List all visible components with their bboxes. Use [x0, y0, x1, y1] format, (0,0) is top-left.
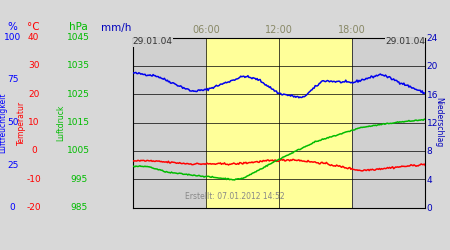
Text: 1035: 1035 [67, 61, 90, 70]
Text: 1005: 1005 [67, 146, 90, 155]
Text: hPa: hPa [69, 22, 88, 32]
Text: 20: 20 [28, 90, 40, 99]
Text: Erstellt: 07.01.2012 14:52: Erstellt: 07.01.2012 14:52 [185, 192, 285, 201]
Text: 50: 50 [7, 118, 18, 127]
Text: 995: 995 [70, 175, 87, 184]
Text: 100: 100 [4, 33, 21, 42]
Text: -10: -10 [27, 175, 41, 184]
Text: 25: 25 [7, 160, 18, 170]
Text: 29.01.04: 29.01.04 [133, 38, 173, 46]
Text: Niederschlag: Niederschlag [434, 97, 443, 148]
Text: °C: °C [27, 22, 40, 32]
Text: 10: 10 [28, 118, 40, 127]
Text: Luftdruck: Luftdruck [56, 104, 65, 141]
Text: 985: 985 [70, 203, 87, 212]
Text: Temperatur: Temperatur [17, 100, 26, 144]
Text: 29.01.04: 29.01.04 [385, 38, 425, 46]
Text: 40: 40 [28, 33, 40, 42]
Text: 0: 0 [10, 203, 15, 212]
Bar [206, 38, 279, 207]
Text: 0: 0 [31, 146, 36, 155]
Text: 1015: 1015 [67, 118, 90, 127]
Text: Luftfeuchtigkeit: Luftfeuchtigkeit [0, 92, 7, 153]
Text: 1045: 1045 [68, 33, 90, 42]
Text: 30: 30 [28, 61, 40, 70]
Text: 75: 75 [7, 76, 18, 84]
Text: -20: -20 [27, 203, 41, 212]
Text: %: % [8, 22, 18, 32]
Text: mm/h: mm/h [101, 22, 131, 32]
Bar [279, 38, 352, 207]
Text: 1025: 1025 [68, 90, 90, 99]
